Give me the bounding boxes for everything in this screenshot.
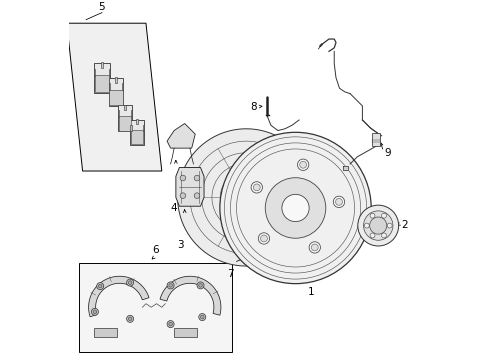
Circle shape bbox=[97, 283, 103, 290]
Bar bbox=[130, 125, 131, 131]
Bar bbox=[122, 84, 123, 90]
Circle shape bbox=[297, 159, 308, 170]
Polygon shape bbox=[67, 23, 162, 171]
Bar bbox=[136, 120, 138, 125]
Circle shape bbox=[93, 310, 97, 314]
Circle shape bbox=[198, 284, 202, 287]
Text: 4: 4 bbox=[170, 203, 176, 213]
Circle shape bbox=[194, 193, 200, 198]
Circle shape bbox=[168, 322, 172, 326]
Bar bbox=[95, 75, 109, 92]
Circle shape bbox=[369, 217, 386, 234]
Circle shape bbox=[253, 184, 260, 191]
Text: 7: 7 bbox=[226, 269, 233, 279]
Bar bbox=[123, 104, 126, 110]
Circle shape bbox=[264, 178, 325, 238]
Circle shape bbox=[128, 281, 132, 284]
Circle shape bbox=[369, 213, 374, 218]
Polygon shape bbox=[343, 166, 347, 170]
Circle shape bbox=[258, 233, 269, 244]
Polygon shape bbox=[177, 129, 305, 266]
Circle shape bbox=[381, 213, 386, 218]
Text: 1: 1 bbox=[307, 287, 314, 297]
Circle shape bbox=[299, 161, 306, 168]
Bar bbox=[101, 62, 103, 68]
Circle shape bbox=[369, 233, 374, 238]
Circle shape bbox=[251, 182, 262, 193]
Text: 8: 8 bbox=[250, 102, 256, 112]
Bar bbox=[79, 262, 232, 352]
Bar bbox=[115, 77, 117, 83]
Circle shape bbox=[126, 315, 133, 322]
Circle shape bbox=[194, 175, 200, 181]
Bar bbox=[118, 116, 131, 131]
Circle shape bbox=[197, 282, 203, 289]
Text: 6: 6 bbox=[152, 246, 159, 256]
Circle shape bbox=[357, 205, 398, 246]
Text: 10: 10 bbox=[347, 175, 360, 185]
Circle shape bbox=[128, 317, 132, 321]
Circle shape bbox=[364, 223, 368, 228]
Circle shape bbox=[168, 284, 172, 287]
Bar bbox=[142, 125, 143, 131]
Circle shape bbox=[335, 198, 342, 205]
Bar bbox=[94, 63, 110, 93]
Polygon shape bbox=[176, 167, 203, 206]
Text: 2: 2 bbox=[400, 220, 407, 230]
Bar bbox=[108, 84, 109, 90]
Polygon shape bbox=[88, 276, 149, 317]
Bar bbox=[131, 110, 132, 117]
Circle shape bbox=[260, 235, 267, 242]
Text: 3: 3 bbox=[177, 240, 183, 249]
Polygon shape bbox=[160, 276, 221, 315]
Text: 5: 5 bbox=[99, 1, 105, 12]
Circle shape bbox=[200, 315, 203, 319]
Circle shape bbox=[282, 194, 308, 222]
Bar bbox=[109, 69, 110, 76]
Bar bbox=[118, 105, 132, 131]
Circle shape bbox=[198, 314, 205, 321]
Bar bbox=[94, 328, 117, 337]
Circle shape bbox=[333, 196, 344, 207]
Bar bbox=[130, 120, 143, 145]
Bar bbox=[108, 78, 123, 106]
Bar bbox=[131, 130, 143, 144]
Circle shape bbox=[381, 233, 386, 238]
Polygon shape bbox=[167, 123, 195, 148]
Circle shape bbox=[311, 244, 318, 251]
Text: 9: 9 bbox=[384, 148, 390, 158]
Bar bbox=[371, 133, 379, 147]
Circle shape bbox=[180, 193, 185, 198]
Circle shape bbox=[91, 308, 98, 315]
Circle shape bbox=[363, 211, 392, 240]
Circle shape bbox=[180, 175, 185, 181]
Circle shape bbox=[167, 282, 174, 289]
Circle shape bbox=[308, 242, 320, 253]
Circle shape bbox=[167, 321, 174, 328]
Bar bbox=[118, 110, 119, 117]
Bar bbox=[109, 90, 122, 105]
Circle shape bbox=[386, 223, 391, 228]
Circle shape bbox=[220, 132, 370, 284]
Bar bbox=[94, 69, 95, 76]
Circle shape bbox=[231, 182, 261, 212]
Circle shape bbox=[126, 279, 133, 286]
Bar bbox=[174, 328, 197, 337]
Circle shape bbox=[98, 284, 102, 288]
